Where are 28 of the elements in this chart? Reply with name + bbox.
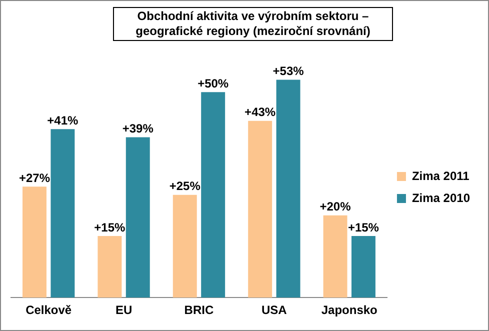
data-label: +15% <box>348 220 380 234</box>
data-label: +39% <box>122 122 154 136</box>
bar <box>323 215 348 298</box>
data-label: +25% <box>169 179 201 194</box>
data-label: +27% <box>18 170 50 185</box>
bar <box>248 120 272 298</box>
bar <box>351 236 376 298</box>
data-label: +15% <box>94 220 126 234</box>
data-label: +50% <box>198 76 229 90</box>
x-tick-label: Celkově <box>26 303 72 318</box>
legend-label: Zima 2011 <box>412 168 470 183</box>
data-label: +20% <box>320 200 352 214</box>
x-tick-label: BRIC <box>184 303 214 318</box>
bar <box>172 194 197 298</box>
bar <box>126 137 150 298</box>
bar <box>201 92 226 298</box>
bar <box>276 80 300 298</box>
bar <box>98 236 122 298</box>
data-label: +41% <box>47 113 79 128</box>
legend-label: Zima 2010 <box>412 190 470 205</box>
x-tick-label: EU <box>115 303 132 318</box>
data-label: +43% <box>244 105 276 120</box>
data-label: +53% <box>272 64 304 78</box>
x-tick-label: USA <box>262 303 288 318</box>
x-tick-label: Japonsko <box>321 303 378 318</box>
chart-title: Obchodní aktivita ve výrobním sektoru – geografické regiony (meziroční srovnání) <box>113 7 393 41</box>
bar <box>50 129 75 298</box>
bar <box>22 186 46 298</box>
